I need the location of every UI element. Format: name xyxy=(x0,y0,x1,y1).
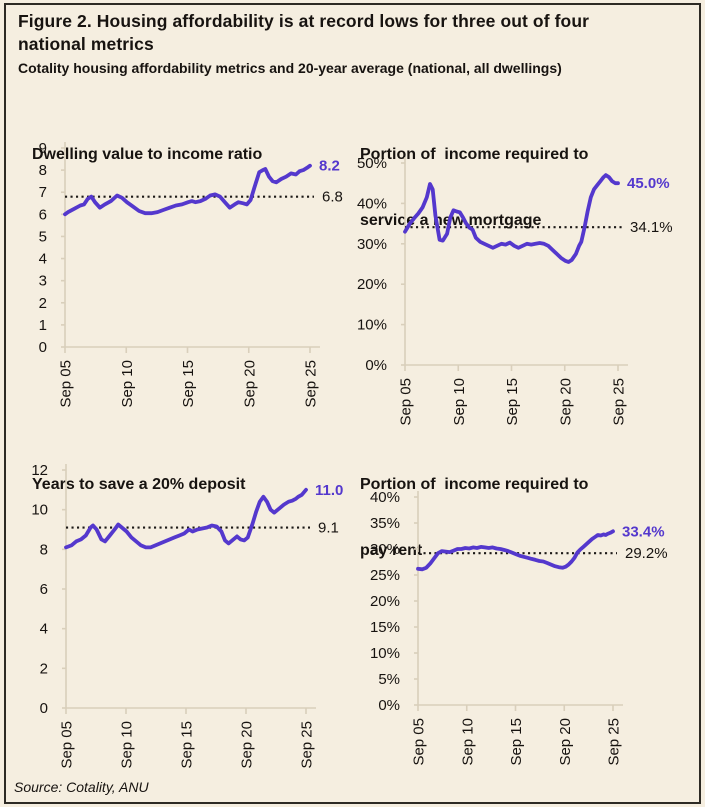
latest-value-label: 45.0% xyxy=(627,175,670,192)
y-tick-label: 0 xyxy=(39,339,47,356)
y-tick-label: 40% xyxy=(370,489,400,506)
x-tick-label: Sep 25 xyxy=(611,378,628,426)
x-tick-label: Sep 20 xyxy=(557,718,574,766)
y-tick-label: 3 xyxy=(39,273,47,290)
y-tick-label: 2 xyxy=(39,295,47,312)
x-tick-label: Sep 05 xyxy=(58,360,75,408)
x-tick-label: Sep 25 xyxy=(299,721,316,769)
x-tick-label: Sep 15 xyxy=(504,378,521,426)
y-tick-label: 6 xyxy=(39,206,47,223)
y-tick-label: 10 xyxy=(31,502,48,519)
x-tick-label: Sep 05 xyxy=(411,718,428,766)
figure-title: Figure 2. Housing affordability is at re… xyxy=(18,11,590,55)
chart-title: Portion of income required to pay rent xyxy=(360,430,588,606)
chart-income-to-service-new-mortgage: Portion of income required to service a … xyxy=(350,98,700,434)
chart-title-line: pay rent xyxy=(360,542,423,559)
chart-title: Years to save a 20% deposit xyxy=(32,430,245,540)
x-tick-label: Sep 05 xyxy=(59,721,76,769)
y-tick-label: 0 xyxy=(40,700,48,717)
x-tick-label: Sep 20 xyxy=(239,721,256,769)
chart-title: Dwelling value to income ratio xyxy=(32,100,262,210)
y-tick-label: 10% xyxy=(357,317,387,334)
x-tick-label: Sep 10 xyxy=(119,721,136,769)
y-tick-label: 12 xyxy=(31,462,48,479)
y-tick-label: 25% xyxy=(370,567,400,584)
chart-title-line: Portion of income required to xyxy=(360,146,589,163)
y-tick-label: 5 xyxy=(39,228,47,245)
chart-income-to-pay-rent: Portion of income required to pay rent 4… xyxy=(350,428,700,778)
y-tick-label: 0% xyxy=(365,357,387,374)
x-tick-label: Sep 10 xyxy=(459,718,476,766)
y-tick-label: 40% xyxy=(357,195,387,212)
mortgage-service-chart-plot: 50% 40% 30% 20% 10% 0% Sep 05 Sep 10 Sep 15 Sep 2… xyxy=(357,155,673,426)
chart-title-line: Portion of income required to xyxy=(360,476,589,493)
y-tick-label: 50% xyxy=(357,155,387,172)
x-tick-label: Sep 15 xyxy=(508,718,525,766)
average-value-label: 34.1% xyxy=(630,219,673,236)
latest-value-label: 8.2 xyxy=(319,158,340,175)
y-tick-label: 4 xyxy=(40,621,48,638)
x-tick-label: Sep 10 xyxy=(119,360,136,408)
y-tick-label: 5% xyxy=(378,671,400,688)
y-tick-label: 10% xyxy=(370,645,400,662)
dwelling-value-chart-plot: 9 8 7 6 5 4 3 2 1 0 Sep 05 Sep 10 Sep 15 Sep 20 Sep 25… xyxy=(39,140,343,408)
series-line xyxy=(63,163,312,217)
y-tick-label: 30% xyxy=(357,236,387,253)
chart-dwelling-value-to-income-ratio: Dwelling value to income ratio 9 8 7 6 5 4 3 2 1… xyxy=(20,98,355,434)
latest-value-label: 33.4% xyxy=(622,523,665,540)
x-tick-label: Sep 05 xyxy=(398,378,415,426)
chart-title-line: Dwelling value to income ratio xyxy=(32,146,263,163)
x-tick-label: Sep 15 xyxy=(179,721,196,769)
y-tick-label: 9 xyxy=(39,140,47,157)
average-value-label: 6.8 xyxy=(322,189,343,206)
y-tick-label: 4 xyxy=(39,251,47,268)
series-line xyxy=(416,529,615,572)
chart-title-line: Years to save a 20% deposit xyxy=(32,476,246,493)
y-tick-label: 8 xyxy=(39,162,47,179)
x-tick-label: Sep 25 xyxy=(606,718,623,766)
average-value-label: 29.2% xyxy=(625,545,668,562)
y-tick-label: 0% xyxy=(378,697,400,714)
y-tick-label: 7 xyxy=(39,184,47,201)
x-tick-label: Sep 10 xyxy=(451,378,468,426)
y-tick-label: 1 xyxy=(39,317,47,334)
x-tick-label: Sep 25 xyxy=(303,360,320,408)
y-tick-label: 8 xyxy=(40,541,48,558)
x-tick-label: Sep 20 xyxy=(557,378,574,426)
figure-subtitle: Cotality housing affordability metrics a… xyxy=(18,60,562,76)
y-tick-label: 15% xyxy=(370,619,400,636)
chart-title: Portion of income required to service a … xyxy=(360,100,588,276)
series-line xyxy=(403,173,620,264)
y-tick-label: 20% xyxy=(370,593,400,610)
y-tick-label: 30% xyxy=(370,541,400,558)
y-tick-label: 20% xyxy=(357,276,387,293)
chart-years-to-save-deposit: Years to save a 20% deposit 12 10 8 6 4 2 0 Sep… xyxy=(20,428,355,778)
y-tick-label: 35% xyxy=(370,515,400,532)
source-note: Source: Cotality, ANU xyxy=(14,779,149,795)
y-tick-label: 6 xyxy=(40,581,48,598)
average-value-label: 9.1 xyxy=(318,520,339,537)
x-tick-label: Sep 15 xyxy=(180,360,197,408)
latest-value-label: 11.0 xyxy=(315,482,343,499)
series-line xyxy=(64,487,308,550)
deposit-years-chart-plot: 12 10 8 6 4 2 0 Sep 05 Sep 10 Sep 15 Sep 20 Sep 25 9… xyxy=(31,462,343,769)
x-tick-label: Sep 20 xyxy=(241,360,258,408)
y-tick-label: 2 xyxy=(40,660,48,677)
rent-share-chart-plot: 40% 35% 30% 25% 20% 15% 10% 5% 0% Sep 05 Sep 10 Sep… xyxy=(370,489,668,766)
